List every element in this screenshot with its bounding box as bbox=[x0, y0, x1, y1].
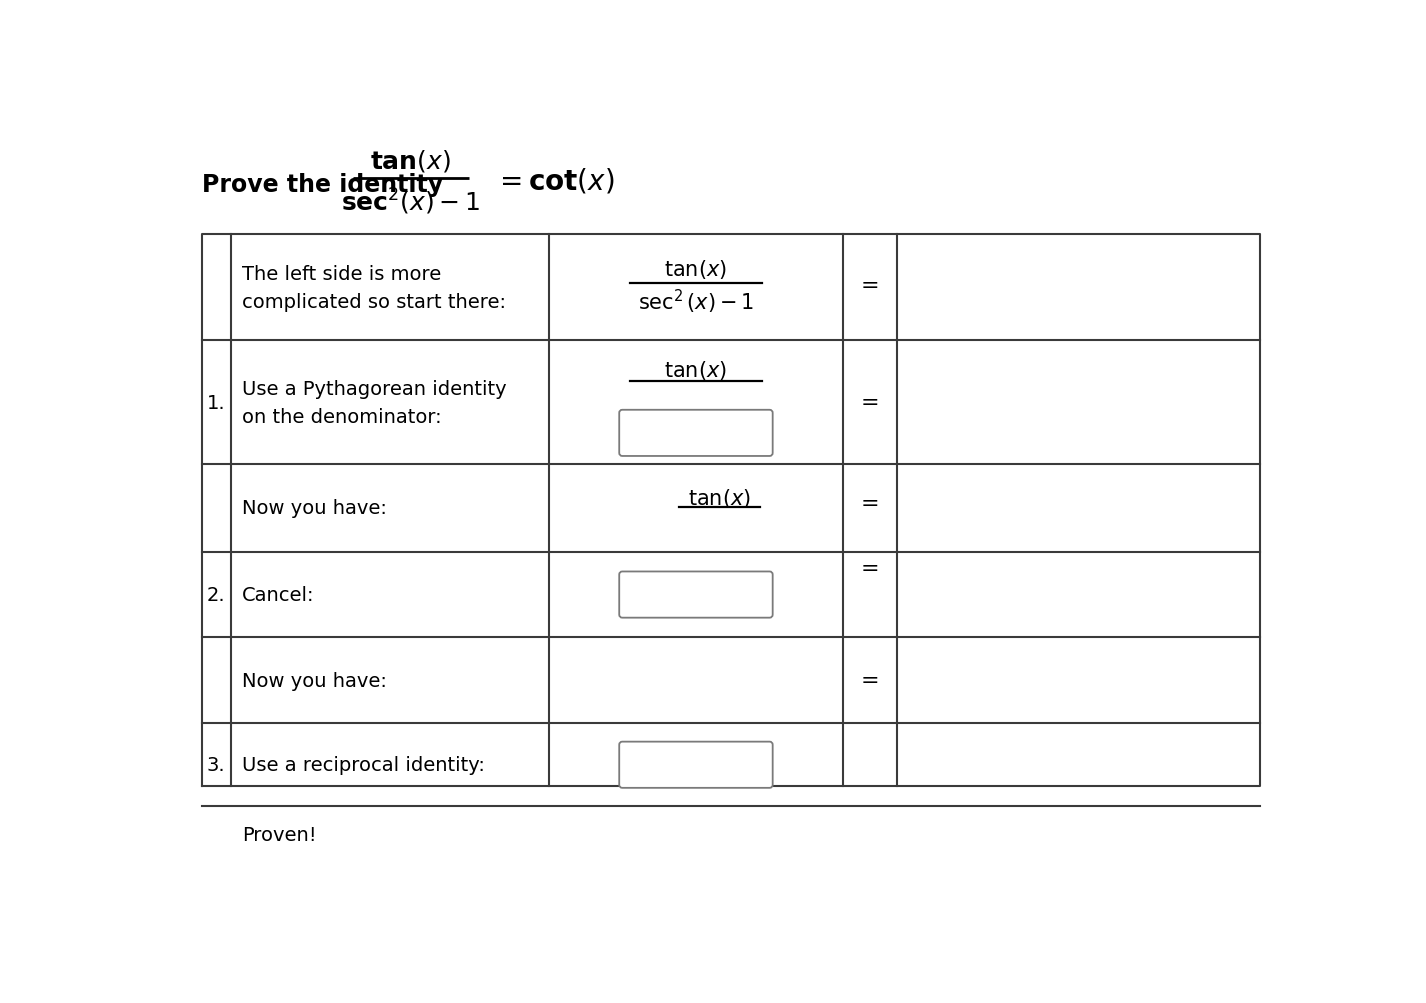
Text: Use a reciprocal identity:: Use a reciprocal identity: bbox=[242, 755, 485, 774]
FancyBboxPatch shape bbox=[619, 410, 773, 456]
Text: The left side is more
complicated so start there:: The left side is more complicated so sta… bbox=[242, 265, 506, 312]
Text: $\sec^2(x) - 1$: $\sec^2(x) - 1$ bbox=[637, 288, 754, 316]
Text: Cancel:: Cancel: bbox=[242, 586, 314, 605]
Text: Now you have:: Now you have: bbox=[242, 671, 386, 690]
Text: Prove the identity: Prove the identity bbox=[201, 173, 442, 197]
Text: =: = bbox=[861, 493, 880, 514]
Text: =: = bbox=[861, 393, 880, 412]
Text: Use a Pythagorean identity
on the denominator:: Use a Pythagorean identity on the denomi… bbox=[242, 379, 506, 426]
Text: $= \mathbf{cot}(x)$: $= \mathbf{cot}(x)$ bbox=[495, 166, 615, 196]
Text: 1.: 1. bbox=[207, 393, 225, 412]
Text: 3.: 3. bbox=[207, 755, 225, 774]
Text: $\mathbf{tan}(x)$: $\mathbf{tan}(x)$ bbox=[371, 147, 451, 174]
Text: Proven!: Proven! bbox=[242, 824, 317, 844]
Text: Now you have:: Now you have: bbox=[242, 498, 386, 518]
FancyBboxPatch shape bbox=[619, 572, 773, 618]
Text: $\tan(x)$: $\tan(x)$ bbox=[665, 258, 727, 281]
Text: 2.: 2. bbox=[207, 586, 225, 605]
Text: $\tan(x)$: $\tan(x)$ bbox=[687, 486, 750, 510]
Text: =: = bbox=[861, 276, 880, 296]
Text: $\mathbf{sec}^2(x) - 1$: $\mathbf{sec}^2(x) - 1$ bbox=[341, 187, 481, 217]
Text: =: = bbox=[861, 558, 880, 578]
FancyBboxPatch shape bbox=[619, 742, 773, 788]
Text: =: = bbox=[861, 670, 880, 690]
Text: $\tan(x)$: $\tan(x)$ bbox=[665, 359, 727, 382]
